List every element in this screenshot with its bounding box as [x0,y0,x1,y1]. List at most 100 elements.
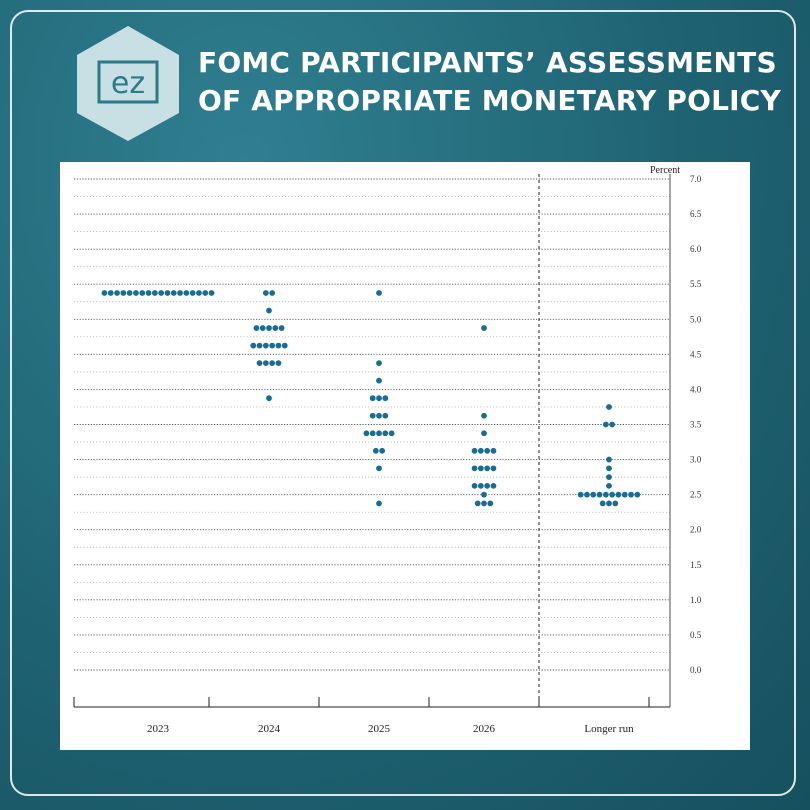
dot-plot-panel: 0.0 0.5 1.0 1.5 2.0 2.5 3.0 3.5 4.0 4.5 5.0 5.5 6.0 6… [60,162,750,750]
logo-text: ez [111,66,145,101]
dot-point [107,290,114,296]
dot-point [481,412,487,419]
y-tick-label: 7.0 [690,174,702,184]
dot-point [577,491,584,498]
dot-point [634,491,641,498]
dot-point [484,482,491,489]
dot-point [376,430,382,437]
title-line-2: OF APPROPRIATE MONETARY POLICY [198,84,782,117]
dot-point [481,500,487,507]
dot-point [612,500,619,507]
dot-point [621,491,628,498]
y-tick-label: 5.5 [690,279,702,289]
dot-point [256,360,263,367]
dot-point [278,325,285,331]
y-tick-label: 2.5 [690,490,702,500]
dot-point [471,465,478,472]
dot-layer [101,290,641,507]
dot-point [189,290,196,296]
dot-point [262,342,269,349]
dot-point [376,360,382,367]
dot-point [376,500,382,507]
dot-point [266,325,272,331]
dot-point [183,290,190,296]
y-tick-label: 1.0 [690,595,702,605]
dot-point [259,325,266,331]
dot-point [177,290,183,296]
dot-point [584,491,590,498]
dot-point [372,447,379,454]
dot-point [139,290,146,296]
dot-point [602,491,609,498]
dot-point [145,290,152,296]
dot-point [609,421,616,428]
dot-point [133,290,139,296]
dot-point [481,325,487,331]
label-layer: 0.0 0.5 1.0 1.5 2.0 2.5 3.0 3.5 4.0 4.5 5.0 5.5 6.0 6… [147,165,702,735]
dot-point [484,447,491,454]
dot-point [262,290,269,296]
dot-point [471,482,478,489]
dot-point [164,290,171,296]
dot-point [382,412,389,419]
dot-point [376,395,382,402]
dot-point [599,500,606,507]
dot-point [490,447,497,454]
dot-point [487,500,494,507]
x-category-label: Longer run [584,723,634,735]
dot-point [369,430,376,437]
dot-point [158,290,165,296]
grid-layer [74,178,670,671]
dot-point [269,360,276,367]
x-category-label: 2024 [258,723,281,735]
dot-point [609,491,616,498]
dot-point [481,491,487,498]
dot-point [202,290,209,296]
dot-point [606,482,612,489]
dot-point [606,465,612,472]
dot-point [266,395,272,402]
dot-point [266,307,272,314]
dot-point [101,290,108,296]
ez-logo: ez [77,26,179,141]
y-tick-label: 6.5 [690,209,702,219]
dot-point [369,412,376,419]
dot-point [369,395,376,402]
axis-layer [73,174,671,708]
dot-point [120,290,127,296]
frame-border [10,10,796,796]
dot-point [596,491,603,498]
dot-plot-chart: 0.0 0.5 1.0 1.5 2.0 2.5 3.0 3.5 4.0 4.5 5.0 5.5 6.0 6… [73,165,702,735]
dot-point [272,325,279,331]
title-line-1: FOMC PARTICIPANTS’ ASSESSMENTS [198,46,777,79]
dot-point [151,290,158,296]
dot-point [275,360,282,367]
dot-point [269,290,276,296]
dot-point [376,290,382,296]
dot-point [281,342,288,349]
dot-point [382,430,389,437]
dot-point [606,456,612,463]
dot-point [477,447,484,454]
dot-point [196,290,202,296]
page-title: FOMC PARTICIPANTS’ ASSESSMENTS OF APPROP… [198,44,782,120]
dot-point [253,325,260,331]
y-tick-label: 2.0 [690,525,702,535]
dot-point [628,491,634,498]
y-tick-label: 1.5 [690,560,702,570]
y-unit-label: Percent [650,165,680,176]
dot-point [126,290,133,296]
dot-point [471,447,478,454]
dot-point [484,465,491,472]
dot-point [363,430,370,437]
x-category-label: 2023 [147,723,170,735]
x-category-label: 2026 [473,723,496,735]
dot-point [208,290,215,296]
y-tick-label: 3.0 [690,455,702,465]
dot-point [376,377,382,384]
dot-point [477,465,484,472]
dot-point [606,404,612,410]
dot-point [606,474,612,481]
dot-point [602,421,609,428]
dot-point [388,430,395,437]
